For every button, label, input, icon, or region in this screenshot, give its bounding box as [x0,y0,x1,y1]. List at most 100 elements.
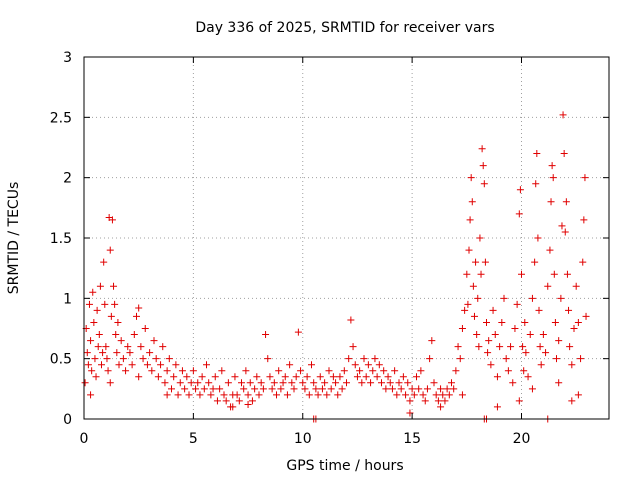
data-point [382,385,390,393]
data-point [290,385,298,393]
data-point [515,210,523,218]
data-point [479,162,487,170]
data-point [421,397,429,405]
data-point [393,391,401,399]
data-point [113,349,121,357]
data-point [484,349,492,357]
data-point [532,180,540,188]
data-point [582,312,590,320]
data-point [349,343,357,351]
data-point [559,111,567,119]
data-point [353,373,361,381]
data-point [519,343,527,351]
data-point [178,367,186,375]
data-point [373,373,381,381]
data-point [104,367,112,375]
data-point [500,294,508,302]
data-point [244,401,252,409]
data-point [548,162,556,170]
data-point [102,343,110,351]
y-axis: 0 0.5 1 1.5 2 2.5 3 [50,50,609,428]
data-point [536,343,544,351]
data-point [469,282,477,290]
data-point [445,391,453,399]
data-point [172,361,180,369]
data-point [549,174,557,182]
data-point [106,379,114,387]
data-point [273,391,280,399]
data-point [152,355,160,363]
data-point [90,318,98,326]
data-point [480,180,488,188]
data-point [521,318,529,326]
data-point [211,373,219,381]
data-point [378,379,385,387]
data-point [259,385,267,393]
data-point [448,379,455,387]
data-point [406,409,414,417]
data-point [255,391,263,399]
data-point [528,385,536,393]
data-point [216,385,224,393]
data-point [244,391,252,399]
data-point [122,367,130,375]
data-point [410,391,418,399]
data-point [441,397,449,405]
data-point [235,397,243,405]
data-point [454,343,462,351]
data-point [316,373,324,381]
data-point [106,246,114,254]
data-point [534,234,542,242]
data-point [157,361,165,369]
data-point [415,385,423,393]
y-tick-label: 1 [63,291,72,307]
data-point [371,355,379,363]
data-point [539,331,547,339]
data-point [507,343,515,351]
data-point [283,391,291,399]
x-tick-label: 20 [513,431,531,447]
data-point [112,331,120,339]
data-point [181,385,189,393]
data-point [367,379,375,387]
data-point [502,355,510,363]
data-point [568,397,576,405]
data-point [279,379,287,387]
data-point [524,373,532,381]
x-tick-label: 5 [189,431,198,447]
data-point [205,379,213,387]
data-point [303,373,311,381]
data-point [485,337,493,345]
data-point [496,343,504,351]
data-point [544,282,552,290]
data-point [200,385,208,393]
y-tick-label: 1.5 [50,231,72,247]
data-point [443,385,451,393]
data-point [477,270,485,278]
grid [84,57,609,419]
data-point [580,216,588,224]
data-point [473,331,481,339]
data-point [128,361,136,369]
data-point [135,304,143,312]
data-point [474,294,482,302]
data-point [170,373,178,381]
y-tick-label: 3 [63,50,72,66]
data-point [107,312,115,320]
data-point [266,373,274,381]
data-point [334,391,342,399]
data-point [321,379,329,387]
data-point [489,306,497,314]
data-point [406,397,414,405]
data-point [458,325,466,332]
data-point [253,373,261,381]
data-point [476,234,484,242]
x-tick-label: 15 [403,431,421,447]
data-point [332,379,340,387]
data-point [470,312,478,320]
data-point [213,397,221,405]
data-point [161,379,169,387]
data-point [154,373,162,381]
data-point [581,174,589,182]
data-point [92,373,100,381]
